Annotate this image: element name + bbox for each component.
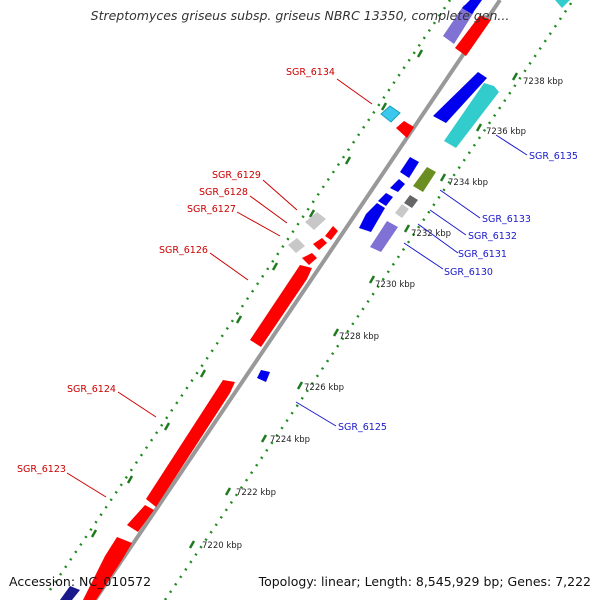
label-leaders-blue: [295, 134, 528, 427]
gene-arrow-sgr-6123[interactable]: [127, 505, 154, 532]
gene-arrow[interactable]: [325, 226, 338, 240]
tick-label: 7224 kbp: [270, 435, 310, 445]
tick-label: 7236 kbp: [486, 127, 526, 137]
gene-arrow-sgr-6127[interactable]: [302, 253, 317, 265]
gene-box[interactable]: [404, 195, 418, 208]
gene-arrow[interactable]: [462, 0, 482, 14]
label-leaders-red: [66, 78, 373, 498]
gene-arrow-sgr-6135[interactable]: [444, 83, 499, 148]
tick-label: 7238 kbp: [523, 77, 563, 87]
gene-arrow-sgr-6125[interactable]: [257, 370, 270, 382]
gene-label-sgr-6123[interactable]: SGR_6123: [17, 464, 66, 475]
gene-label-sgr-6131[interactable]: SGR_6131: [458, 249, 507, 260]
accession-text: Accession: NC_010572: [9, 574, 151, 589]
gene-label-sgr-6128[interactable]: SGR_6128: [199, 187, 248, 198]
gene-arrow[interactable]: [378, 193, 393, 206]
gene-label-sgr-6132[interactable]: SGR_6132: [468, 231, 517, 242]
cyan-genes: [380, 0, 570, 148]
gene-arrow-sgr-6128[interactable]: [313, 238, 327, 250]
gene-label-sgr-6134[interactable]: SGR_6134: [286, 67, 335, 78]
topology-text: Topology: linear; Length: 8,545,929 bp; …: [258, 574, 591, 589]
gene-label-sgr-6127[interactable]: SGR_6127: [187, 204, 236, 215]
gene-arrow-sgr-6131[interactable]: [370, 221, 398, 252]
forward-genes: [60, 15, 491, 600]
tick-label: 7222 kbp: [236, 488, 276, 498]
gene-box[interactable]: [288, 238, 305, 253]
gene-label-sgr-6125[interactable]: SGR_6125: [338, 422, 387, 433]
gene-label-sgr-6129[interactable]: SGR_6129: [212, 170, 261, 181]
gene-arrow[interactable]: [83, 537, 132, 600]
gene-box-sgr-6134[interactable]: [380, 105, 401, 123]
gene-arrow[interactable]: [60, 586, 80, 600]
gene-arrow-sgr-6124[interactable]: [146, 380, 235, 507]
gene-label-sgr-6130[interactable]: SGR_6130: [444, 267, 493, 278]
gene-arrow[interactable]: [555, 0, 570, 8]
gene-arrow[interactable]: [413, 167, 436, 192]
gene-label-sgr-6124[interactable]: SGR_6124: [67, 384, 116, 395]
gene-arrow[interactable]: [455, 15, 491, 56]
gene-box-sgr-6129[interactable]: [305, 212, 326, 230]
reverse-genes: [257, 72, 487, 382]
gene-arrow-sgr-6130[interactable]: [359, 203, 385, 232]
right-tick-track: [163, 0, 575, 600]
left-major-ticks: [90, 49, 424, 538]
map-title: Streptomyces griseus subsp. griseus NBRC…: [91, 8, 510, 23]
gene-arrow-sgr-6133[interactable]: [390, 179, 405, 192]
tick-label: 7220 kbp: [202, 541, 242, 551]
left-tick-track: [48, 0, 452, 591]
gene-label-sgr-6126[interactable]: SGR_6126: [159, 245, 208, 256]
tick-label: 7232 kbp: [411, 229, 451, 239]
gene-arrow[interactable]: [443, 5, 474, 44]
gene-arrow[interactable]: [400, 157, 419, 178]
genome-backbone: [93, 0, 502, 600]
top-cutoff-genes: [443, 0, 482, 44]
gene-arrow[interactable]: [396, 121, 414, 138]
gene-label-sgr-6135[interactable]: SGR_6135: [529, 151, 578, 162]
gene-label-sgr-6133[interactable]: SGR_6133: [482, 214, 531, 225]
gray-genes: [288, 212, 326, 253]
tick-label: 7228 kbp: [339, 332, 379, 342]
tick-label: 7230 kbp: [375, 280, 415, 290]
tick-label: 7226 kbp: [304, 383, 344, 393]
tick-label: 7234 kbp: [448, 178, 488, 188]
right-major-ticks: [188, 72, 519, 549]
gene-arrow-sgr-6126[interactable]: [250, 265, 312, 347]
gene-arrow[interactable]: [433, 72, 487, 123]
gene-box-sgr-6132[interactable]: [395, 204, 409, 218]
